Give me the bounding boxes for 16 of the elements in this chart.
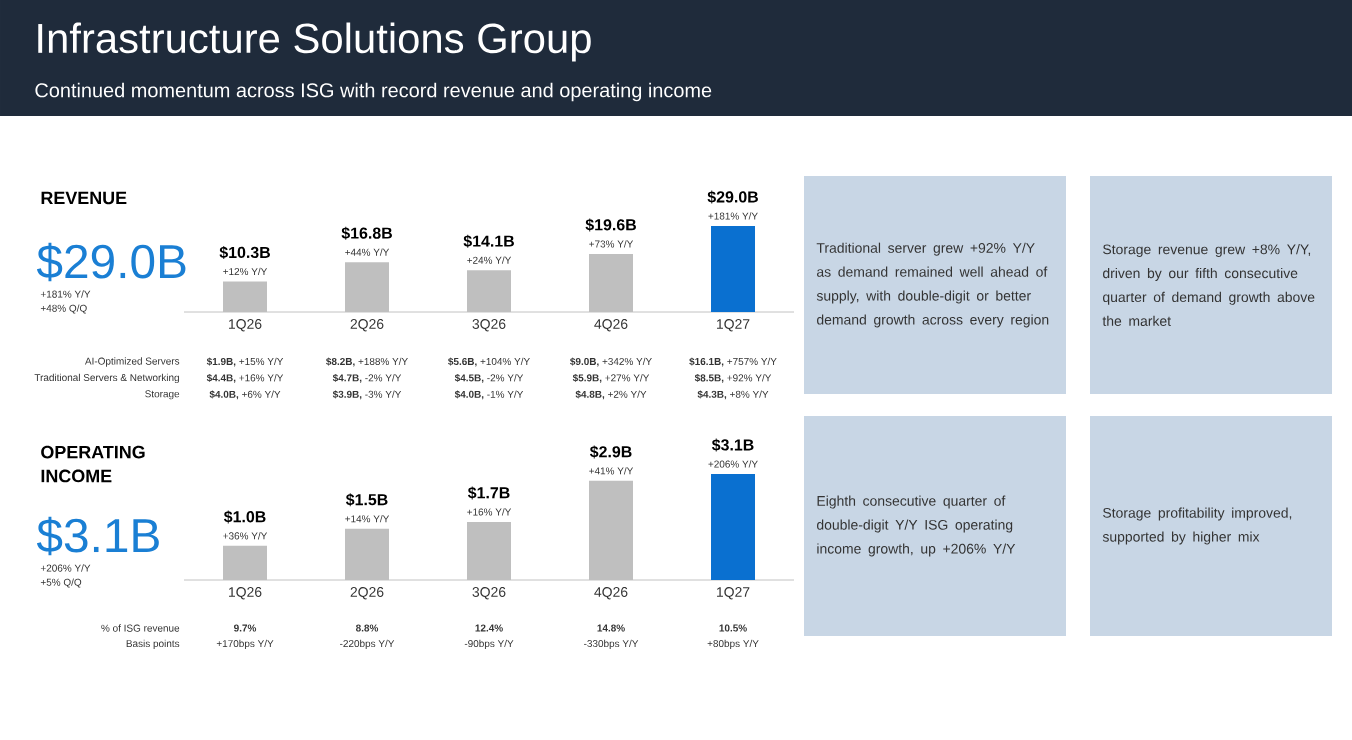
bar xyxy=(467,521,512,581)
text: $3.1B xyxy=(36,516,159,556)
bar xyxy=(711,474,756,581)
bar xyxy=(223,281,268,313)
bar xyxy=(589,253,634,313)
bar xyxy=(345,262,390,313)
text: Continued momentum across ISG with record revenue and operating income xyxy=(35,82,712,102)
chart-title: REVENUE xyxy=(41,191,127,205)
bar xyxy=(345,528,390,581)
annotation: $29.0B xyxy=(36,242,186,282)
bar xyxy=(223,545,268,581)
bar xyxy=(467,270,512,313)
bar xyxy=(589,480,634,581)
text: Infrastructure Solutions Group xyxy=(38,22,591,62)
chart-title: OPERATING INCOME xyxy=(41,445,145,483)
bar xyxy=(711,226,756,313)
